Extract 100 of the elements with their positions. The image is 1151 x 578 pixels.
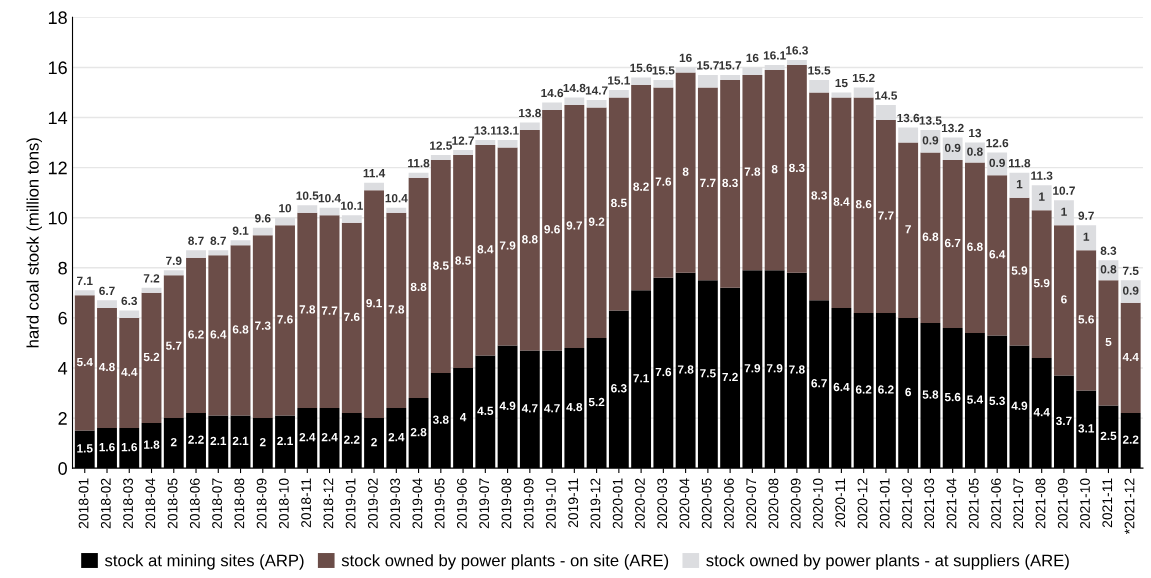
- total-label: 15: [835, 78, 848, 88]
- bar: [564, 97, 585, 105]
- data-label: 7.1: [633, 374, 649, 383]
- total-label: 8.7: [210, 236, 226, 245]
- data-label: 4.8: [566, 402, 583, 412]
- bar: [1031, 210, 1052, 358]
- x-tick-label: 2018-03: [123, 478, 133, 529]
- bar: [475, 140, 496, 146]
- y-tick-label: 10: [48, 211, 67, 225]
- data-label: 1: [1061, 207, 1067, 216]
- total-label: 6.3: [121, 296, 138, 306]
- data-label: 1: [1039, 192, 1045, 201]
- y-tick-label: 6: [58, 311, 67, 325]
- x-tick-label: 2021-09: [1057, 478, 1068, 529]
- data-label: 1: [1083, 232, 1090, 241]
- bar: [942, 160, 963, 328]
- data-label: 7.9: [744, 364, 761, 373]
- total-label: 11.8: [408, 158, 430, 168]
- bar: [97, 300, 117, 308]
- data-label: 5.7: [165, 341, 182, 350]
- data-label: 7.8: [744, 167, 761, 176]
- data-label: 6.4: [833, 382, 850, 392]
- data-label: 2: [170, 437, 177, 447]
- y-tick-label: 0: [58, 462, 67, 475]
- bar: [230, 240, 251, 246]
- data-label: 5.9: [1011, 266, 1028, 275]
- bar: [1076, 225, 1097, 251]
- x-tick-label: 2018-08: [234, 478, 245, 529]
- data-label: 6.4: [210, 330, 227, 339]
- x-tick-label: 2020-09: [790, 478, 801, 529]
- data-label: 8.3: [722, 178, 738, 188]
- bar: [453, 150, 474, 156]
- x-tick-label: 2020-05: [701, 478, 712, 529]
- data-label: 0.9: [989, 158, 1005, 168]
- total-label: 9.6: [254, 214, 271, 223]
- data-label: 9.7: [566, 221, 583, 230]
- bar: [97, 307, 117, 429]
- data-label: 7.9: [499, 241, 516, 250]
- total-label: 9.7: [1078, 211, 1094, 220]
- data-label: 2.4: [388, 432, 405, 442]
- data-label: 2.2: [1122, 435, 1139, 444]
- bar: [297, 205, 318, 213]
- bar: [720, 74, 741, 80]
- data-label: 4.4: [1033, 408, 1050, 417]
- y-axis-title: hard coal stock (million tons): [26, 138, 43, 348]
- data-label: 1.6: [99, 442, 115, 452]
- total-label: 14.7: [585, 86, 608, 95]
- data-label: 2: [371, 437, 377, 447]
- bar: [742, 74, 763, 271]
- data-label: 6.7: [811, 379, 827, 388]
- bar: [542, 102, 563, 111]
- data-label: 5.6: [944, 392, 961, 402]
- bar: [1009, 172, 1030, 198]
- x-tick-label: 2019-07: [479, 478, 490, 529]
- bar: [252, 227, 273, 236]
- total-label: 7.5: [1123, 266, 1139, 275]
- data-label: 7.6: [655, 367, 672, 377]
- data-label: 4.9: [1011, 401, 1028, 410]
- data-label: 7.7: [321, 306, 338, 315]
- total-label: 16: [746, 53, 759, 63]
- data-label: 5.6: [1078, 315, 1094, 324]
- data-label: 6.2: [878, 385, 894, 394]
- total-label: 11.8: [1009, 158, 1031, 168]
- bar: [697, 74, 718, 88]
- data-label: 8: [771, 164, 778, 174]
- bar: [1120, 280, 1141, 303]
- data-label: 6: [905, 387, 912, 397]
- bar: [141, 287, 162, 293]
- bar: [875, 120, 896, 313]
- total-label: 13.5: [919, 116, 942, 125]
- data-label: 8.8: [522, 235, 538, 244]
- data-label: 7.8: [677, 365, 694, 374]
- bar: [275, 225, 295, 416]
- bar: [408, 177, 429, 399]
- data-label: 7.9: [766, 364, 783, 373]
- x-tick-label: 2020-10: [813, 478, 823, 529]
- x-tick-label: 2021-06: [991, 478, 1001, 529]
- x-tick-label: 2021-02: [902, 478, 912, 529]
- data-label: 3.7: [1056, 416, 1072, 426]
- bar: [964, 162, 985, 333]
- bar: [898, 142, 919, 318]
- data-label: 5.2: [143, 352, 160, 362]
- data-label: 6.8: [967, 242, 983, 251]
- data-label: 2.1: [232, 436, 249, 445]
- x-tick-label: 2019-03: [390, 478, 401, 529]
- data-label: 7.6: [344, 312, 360, 322]
- data-label: 3.8: [432, 415, 449, 424]
- data-label: 8.8: [410, 282, 427, 292]
- data-label: 5.2: [588, 397, 605, 407]
- data-label: 4: [459, 413, 467, 422]
- data-label: 2.2: [188, 435, 204, 444]
- data-label: 8.3: [789, 163, 805, 173]
- bar: [764, 69, 785, 271]
- data-label: 6.2: [188, 330, 204, 339]
- bar: [430, 155, 451, 161]
- total-label: 12.5: [430, 141, 452, 150]
- data-label: 2.5: [1100, 431, 1117, 441]
- total-label: 10.1: [341, 201, 363, 210]
- data-label: 7.8: [299, 305, 316, 314]
- data-label: 7.7: [700, 178, 716, 187]
